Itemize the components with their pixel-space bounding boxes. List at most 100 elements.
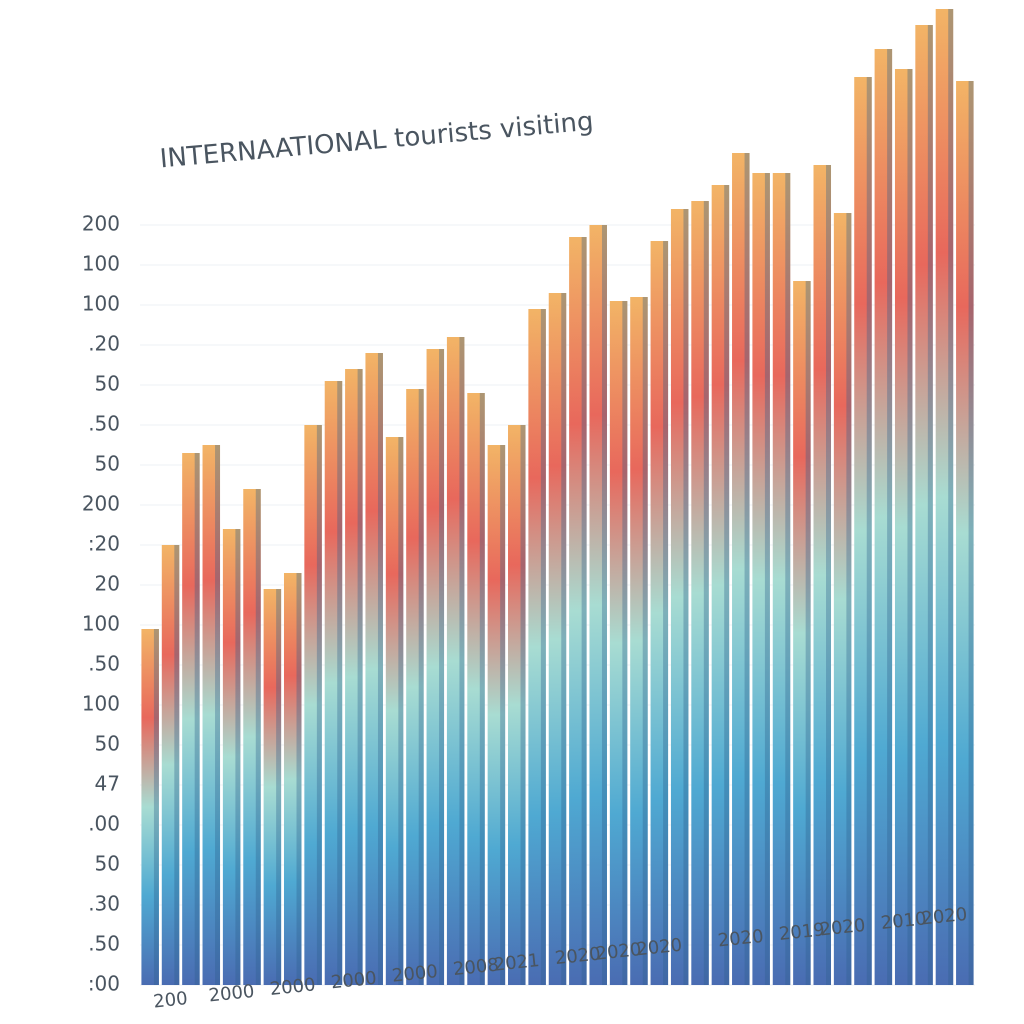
bar-side bbox=[601, 225, 607, 985]
bar-side bbox=[377, 353, 383, 985]
bar bbox=[609, 301, 628, 985]
y-tick-label: 100 bbox=[82, 292, 120, 316]
x-tick-label: 2010 bbox=[880, 908, 928, 934]
bar-side bbox=[866, 77, 872, 985]
bar-side bbox=[764, 173, 770, 985]
bar bbox=[569, 237, 587, 985]
bar bbox=[406, 389, 424, 985]
bar-side bbox=[683, 209, 689, 985]
y-tick-label: .50 bbox=[88, 412, 120, 436]
y-tick-label: .50 bbox=[88, 932, 120, 956]
bar bbox=[956, 81, 974, 985]
bar-side bbox=[642, 297, 648, 985]
x-tick-label: 2000 bbox=[391, 961, 439, 987]
bar bbox=[854, 77, 872, 985]
y-tick-label: 20 bbox=[95, 572, 120, 596]
bar bbox=[589, 225, 607, 985]
bar-side bbox=[663, 241, 669, 985]
y-tick-label: :20 bbox=[88, 532, 120, 556]
bar bbox=[141, 629, 159, 985]
bar-side bbox=[235, 529, 241, 985]
bar bbox=[935, 9, 954, 985]
y-tick-label: 47 bbox=[95, 772, 120, 796]
bar-side bbox=[194, 453, 200, 985]
y-tick-label: 100 bbox=[82, 612, 120, 636]
y-tick-label: .20 bbox=[88, 332, 120, 356]
bar-side bbox=[215, 445, 221, 985]
bar-side bbox=[316, 425, 322, 985]
chart-title: INTERNAATIONAL tourists visiting bbox=[159, 107, 595, 175]
bar bbox=[345, 369, 363, 985]
bar-side bbox=[296, 573, 302, 985]
bar bbox=[833, 213, 852, 985]
bar-side bbox=[927, 25, 933, 985]
bar bbox=[243, 489, 261, 985]
y-tick-label: :00 bbox=[88, 972, 120, 996]
x-tick-label: 2020 bbox=[635, 935, 683, 961]
y-tick-label: 50 bbox=[95, 452, 120, 476]
bar bbox=[650, 241, 669, 985]
bar bbox=[772, 173, 791, 985]
bar-side bbox=[968, 81, 974, 985]
bar bbox=[446, 337, 465, 985]
bar bbox=[304, 425, 322, 985]
y-tick-label: 50 bbox=[95, 852, 120, 876]
bar-side bbox=[255, 489, 261, 985]
bar-side bbox=[459, 337, 465, 985]
bar bbox=[915, 25, 933, 985]
x-tick-label: 2021 bbox=[493, 950, 541, 976]
bar bbox=[732, 153, 750, 985]
bar-side bbox=[398, 437, 404, 985]
bar-side bbox=[337, 381, 343, 985]
bar-side bbox=[846, 213, 852, 985]
bar bbox=[182, 453, 200, 985]
y-tick-label: 100 bbox=[82, 252, 120, 276]
bar-side bbox=[540, 309, 546, 985]
bar bbox=[691, 201, 709, 985]
bar-side bbox=[561, 293, 567, 985]
bar-side bbox=[948, 9, 954, 985]
bar bbox=[894, 69, 913, 985]
bar-side bbox=[520, 425, 526, 985]
bar bbox=[548, 293, 567, 985]
bar-side bbox=[153, 629, 159, 985]
bar bbox=[711, 185, 730, 985]
bar-side bbox=[174, 545, 180, 985]
y-tick-label: .30 bbox=[88, 892, 120, 916]
x-tick-label: 2020 bbox=[921, 904, 969, 930]
bar-side bbox=[724, 185, 730, 985]
bar bbox=[365, 353, 383, 985]
bar bbox=[528, 309, 546, 985]
bar bbox=[670, 209, 689, 985]
bar-side bbox=[581, 237, 587, 985]
x-tick-label: 2020 bbox=[717, 926, 765, 952]
bar bbox=[487, 445, 506, 985]
y-tick-label: .50 bbox=[88, 652, 120, 676]
bar-side bbox=[744, 153, 750, 985]
bar bbox=[263, 589, 282, 985]
bar-side bbox=[418, 389, 424, 985]
bar-side bbox=[357, 369, 363, 985]
bar bbox=[324, 381, 343, 985]
x-tick-label: 2008 bbox=[452, 954, 500, 980]
x-tick-label: 200 bbox=[152, 988, 188, 1012]
y-tick-label: 50 bbox=[95, 732, 120, 756]
x-tick-label: 2020 bbox=[595, 939, 643, 965]
bar bbox=[813, 165, 832, 985]
x-tick-label: 2000 bbox=[208, 981, 256, 1007]
bar bbox=[161, 545, 180, 985]
x-tick-label: 2020 bbox=[819, 915, 867, 941]
bar bbox=[467, 393, 485, 985]
y-tick-label: 100 bbox=[82, 692, 120, 716]
y-tick-label: 200 bbox=[82, 212, 120, 236]
bar-side bbox=[479, 393, 485, 985]
bar bbox=[508, 425, 526, 985]
y-tick-label: 50 bbox=[95, 372, 120, 396]
y-tick-label: 200 bbox=[82, 492, 120, 516]
bar bbox=[793, 281, 811, 985]
bar-side bbox=[703, 201, 709, 985]
bar bbox=[222, 529, 241, 985]
bar bbox=[385, 437, 404, 985]
